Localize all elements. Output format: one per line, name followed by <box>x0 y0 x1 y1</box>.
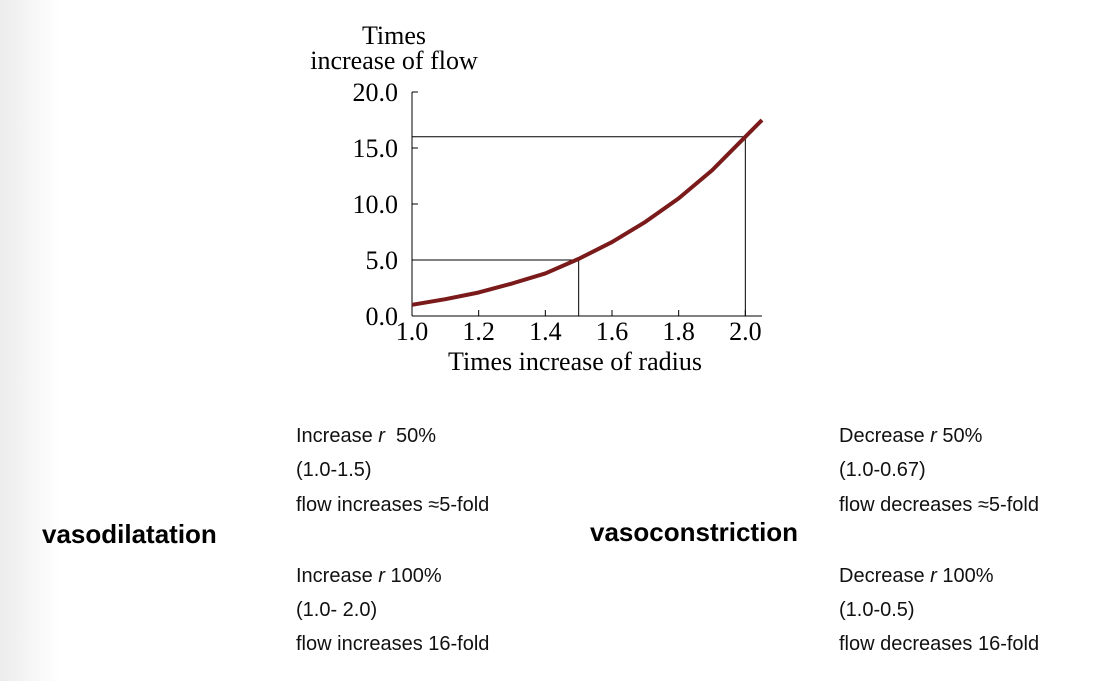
line-part: (1.0- 2.0) <box>296 599 377 621</box>
y-tick-label: 0.0 <box>366 302 399 331</box>
panel-line: Decrease r 50% <box>839 425 983 447</box>
panel-line: Increase r 50% <box>296 425 436 447</box>
x-tick-label: 1.4 <box>529 317 562 346</box>
curve <box>411 118 764 307</box>
x-tick-label: 2.0 <box>729 317 762 346</box>
y-tick-label: 10.0 <box>353 190 399 219</box>
panel-line: flow decreases 16-fold <box>839 633 1039 655</box>
y-tick-label: 15.0 <box>353 134 399 163</box>
panel-line: (1.0-0.5) <box>839 599 915 621</box>
line-part: (1.0-1.5) <box>296 459 372 481</box>
x-tick-label: 1.0 <box>396 317 429 346</box>
line-part: (1.0-0.5) <box>839 599 915 621</box>
line-part: flow decreases 16-fold <box>839 633 1039 655</box>
line-part: 50% <box>937 425 983 447</box>
panel-line: Increase r 100% <box>296 565 442 587</box>
panel-line: (1.0-0.67) <box>839 459 926 481</box>
line-part: flow increases ≈5-fold <box>296 494 489 516</box>
y-axis-label: increase of flow <box>310 46 478 75</box>
panel-heading: vasoconstriction <box>590 517 798 547</box>
line-part: 50% <box>385 425 436 447</box>
x-tick-label: 1.8 <box>662 317 695 346</box>
line-part: flow increases 16-fold <box>296 633 489 655</box>
line-part: r <box>378 565 386 587</box>
x-tick-label: 1.6 <box>596 317 629 346</box>
panel-heading: vasodilatation <box>42 519 217 549</box>
line-part: 100% <box>385 565 442 587</box>
line-part: (1.0-0.67) <box>839 459 926 481</box>
panel-line: flow increases ≈5-fold <box>296 494 489 516</box>
x-axis-label: Times increase of radius <box>448 347 702 376</box>
panel-line: Decrease r 100% <box>839 565 994 587</box>
line-part: Increase <box>296 565 378 587</box>
y-axis-label: Times <box>362 21 426 50</box>
line-part: r <box>930 425 938 447</box>
x-tick-label: 1.2 <box>462 317 495 346</box>
panel-line: (1.0-1.5) <box>296 459 372 481</box>
line-part: Decrease <box>839 425 930 447</box>
y-tick-label: 20.0 <box>353 78 399 107</box>
line-part: r <box>378 425 386 447</box>
line-part: Increase <box>296 425 378 447</box>
line-part: 100% <box>937 565 994 587</box>
y-tick-label: 5.0 <box>366 246 399 275</box>
line-part: flow decreases ≈5-fold <box>839 494 1039 516</box>
line-part: r <box>930 565 938 587</box>
panel-line: flow decreases ≈5-fold <box>839 494 1039 516</box>
line-part: Decrease <box>839 565 930 587</box>
panel-line: (1.0- 2.0) <box>296 599 377 621</box>
panel-line: flow increases 16-fold <box>296 633 489 655</box>
